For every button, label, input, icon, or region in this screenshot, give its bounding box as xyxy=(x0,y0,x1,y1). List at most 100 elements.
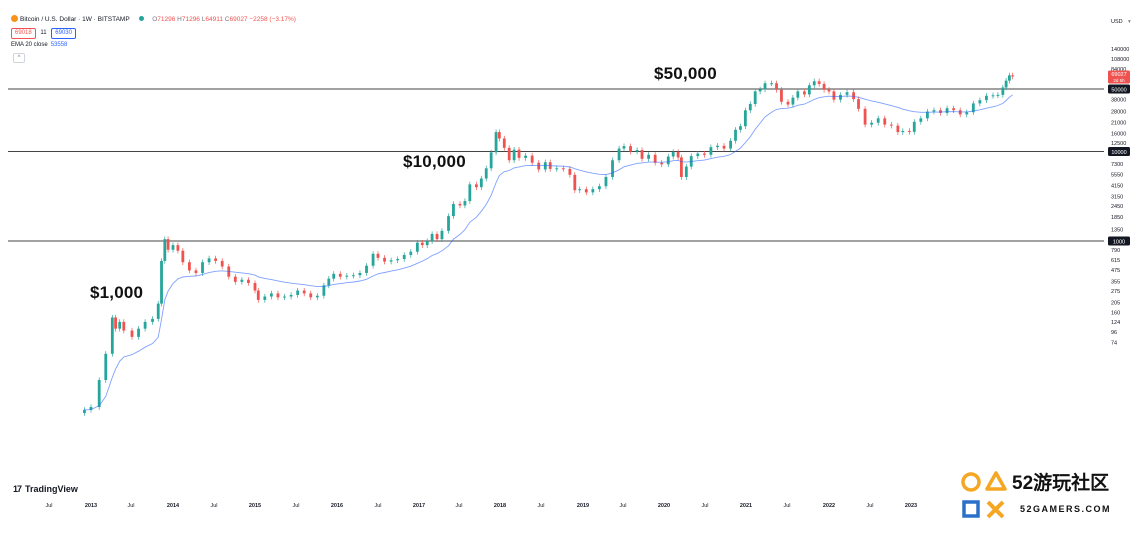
candle xyxy=(763,80,767,93)
buy-button[interactable]: 69030 xyxy=(51,28,76,39)
collapse-legend-icon[interactable]: ^ xyxy=(13,53,25,63)
candle-body xyxy=(965,112,969,115)
candle-body xyxy=(845,92,849,95)
candle-body xyxy=(425,241,429,246)
y-tick-label: 1350 xyxy=(1111,227,1123,233)
x-tick-label: Jul xyxy=(701,503,708,509)
candle xyxy=(358,270,362,279)
candle-body xyxy=(89,406,93,410)
candle xyxy=(932,107,936,115)
candle xyxy=(748,101,752,114)
current-price-countdown: 2d 5h xyxy=(1113,78,1125,83)
candle-body xyxy=(543,162,547,170)
candle-body xyxy=(945,108,949,113)
x-tick-label: Jul xyxy=(619,503,626,509)
candle-body xyxy=(611,160,614,177)
x-tick-label: Jul xyxy=(374,503,381,509)
candle xyxy=(276,290,280,301)
y-tick-label: 160 xyxy=(1111,310,1120,316)
x-tick-label: 2014 xyxy=(167,503,180,509)
candle xyxy=(247,277,250,286)
candle-body xyxy=(447,216,450,231)
candle xyxy=(680,154,683,180)
candle xyxy=(143,319,147,332)
sell-button[interactable]: 69018 xyxy=(11,28,36,39)
candle xyxy=(332,271,336,282)
y-tick-label: 205 xyxy=(1111,301,1120,307)
candle-body xyxy=(415,242,419,252)
y-tick-label: 124 xyxy=(1111,320,1120,326)
candle xyxy=(684,163,688,180)
candle xyxy=(1001,84,1005,98)
candle-body xyxy=(176,245,180,251)
candle-body xyxy=(475,184,478,188)
candle-body xyxy=(1011,75,1015,77)
candle xyxy=(220,258,224,270)
candle xyxy=(253,280,257,294)
candle-body xyxy=(622,146,626,149)
candle-body xyxy=(181,250,185,263)
candle xyxy=(543,159,547,173)
candle-body xyxy=(1008,75,1011,81)
y-tick-label: 96 xyxy=(1111,330,1117,336)
y-tick-label: 7300 xyxy=(1111,162,1123,168)
candle-body xyxy=(812,81,816,86)
y-tick-label: 140000 xyxy=(1111,47,1129,53)
candle xyxy=(83,407,86,416)
candle xyxy=(907,128,911,135)
candle-body xyxy=(468,184,472,202)
y-tick-label: 12500 xyxy=(1111,141,1126,147)
candle xyxy=(919,115,923,125)
candle xyxy=(640,147,644,162)
candle-body xyxy=(207,258,211,263)
tradingview-logo[interactable]: 17 TradingView xyxy=(13,484,78,494)
x-tick-label: 2018 xyxy=(494,503,506,509)
candle xyxy=(463,198,467,209)
candle-body xyxy=(709,147,713,155)
candle-body xyxy=(676,151,680,158)
candle xyxy=(996,92,1000,99)
candle-body xyxy=(402,254,406,260)
candle xyxy=(452,201,455,219)
candle xyxy=(315,293,319,301)
close-value: 69027 xyxy=(229,16,248,23)
candle xyxy=(188,259,191,274)
candle-body xyxy=(137,328,140,337)
annotation-1000: $1,000 xyxy=(90,283,144,302)
candle-body xyxy=(796,91,800,98)
indicator-legend[interactable]: EMA 20 close 53558 xyxy=(11,42,67,48)
candle-body xyxy=(83,409,86,414)
watermark: 52游玩社区 52GAMERS.COM xyxy=(958,466,1134,526)
candle-body xyxy=(857,99,860,109)
x-tick-label: Jul xyxy=(783,503,790,509)
candle xyxy=(345,273,349,280)
candle xyxy=(896,122,900,135)
candle xyxy=(817,78,821,87)
currency-dropdown-icon: ▾ xyxy=(1128,19,1131,25)
currency-label: USD xyxy=(1111,19,1123,25)
symbol-title[interactable]: Bitcoin / U.S. Dollar · 1W · BITSTAMP xyxy=(20,16,130,23)
candle xyxy=(409,249,413,258)
candle xyxy=(1004,78,1008,91)
symbol-header: Bitcoin / U.S. Dollar · 1W · BITSTAMP O7… xyxy=(11,15,296,23)
candle xyxy=(709,144,713,158)
candle-body xyxy=(484,168,488,179)
candle xyxy=(479,175,483,190)
candle xyxy=(591,186,595,196)
y-tick-label: 1850 xyxy=(1111,215,1123,221)
candle xyxy=(494,129,498,156)
candle xyxy=(512,147,516,164)
candle xyxy=(839,92,842,103)
candle-body xyxy=(358,272,362,276)
candle xyxy=(171,242,175,253)
candle xyxy=(396,256,400,264)
candle xyxy=(985,93,988,104)
candle-body xyxy=(839,94,842,100)
candle xyxy=(852,89,855,102)
candle xyxy=(812,78,816,89)
bitcoin-icon xyxy=(11,15,18,22)
candle-body xyxy=(743,110,747,127)
candle xyxy=(110,314,114,357)
candle xyxy=(160,258,163,307)
